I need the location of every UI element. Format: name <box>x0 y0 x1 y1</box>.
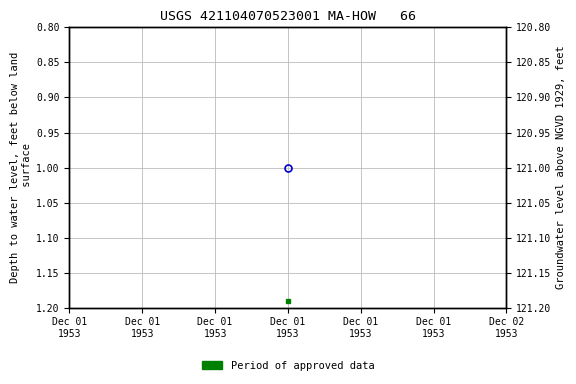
Title: USGS 421104070523001 MA-HOW   66: USGS 421104070523001 MA-HOW 66 <box>160 10 416 23</box>
Y-axis label: Depth to water level, feet below land
 surface: Depth to water level, feet below land su… <box>10 52 32 283</box>
Y-axis label: Groundwater level above NGVD 1929, feet: Groundwater level above NGVD 1929, feet <box>555 46 566 290</box>
Legend: Period of approved data: Period of approved data <box>198 357 378 375</box>
